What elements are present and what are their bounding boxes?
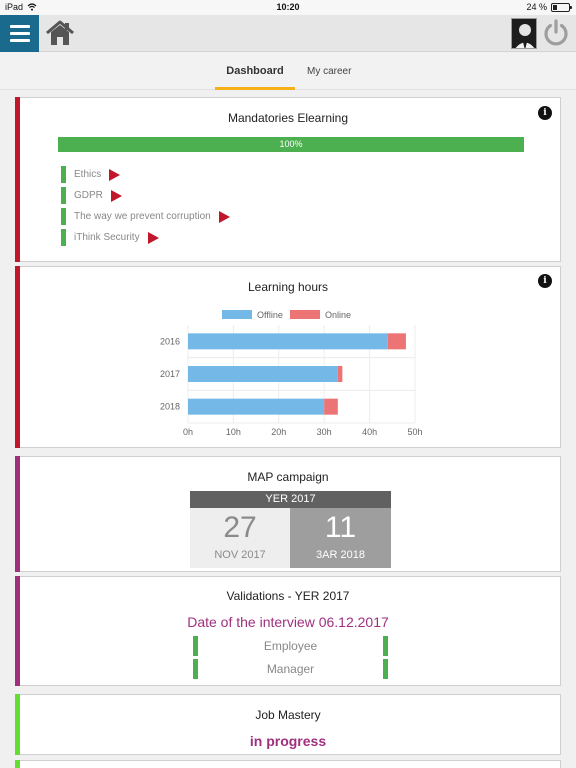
end-day: 11 [324, 511, 357, 544]
validation-row-employee: Employee [193, 636, 388, 656]
app-header [0, 15, 576, 52]
legend-label: Offline [257, 310, 283, 320]
validation-row-manager: Manager [193, 659, 388, 679]
validations-card: Validations - YER 2017 Date of the inter… [15, 576, 561, 686]
learning-hours-chart: Offline Online 0h 10h 20h 30h 40h 50h 2016 2017 20… [160, 310, 423, 437]
campaign-year-header: YER 2017 [190, 491, 391, 508]
course-item[interactable]: iThink Security [61, 229, 159, 246]
course-item[interactable]: The way we prevent corruption [61, 208, 230, 225]
bar-offline [188, 366, 338, 382]
course-label: iThink Security [74, 232, 140, 243]
course-status-bar [61, 166, 66, 183]
start-month: NOV 2017 [214, 549, 266, 561]
next-card [15, 760, 561, 768]
power-icon[interactable] [542, 19, 570, 47]
elearning-title: Mandatories Elearning [227, 111, 349, 125]
hamburger-line [9, 39, 30, 42]
validation-status-bar [383, 659, 388, 679]
card-accent [15, 760, 20, 768]
play-icon[interactable] [109, 168, 121, 181]
status-right: 24 % [526, 2, 572, 12]
tab-dashboard[interactable]: Dashboard [226, 65, 284, 77]
learning-hours-card: Learning hours i Offline Online 0h 10h 20h 30… [15, 266, 561, 448]
elearning-progress-bar: 100% [58, 137, 524, 152]
job-mastery-status: in progress [249, 733, 327, 749]
x-tick-label: 10h [226, 427, 241, 437]
start-day: 27 [223, 511, 257, 544]
info-icon[interactable]: i [538, 274, 552, 288]
bar-online [337, 366, 343, 382]
map-campaign-card: MAP campaign YER 2017 27 NOV 2017 11 3AR… [15, 456, 561, 572]
x-tick-label: 30h [317, 427, 332, 437]
validation-status-bar [383, 636, 388, 656]
device-name: iPad [5, 2, 24, 12]
card-accent [15, 266, 20, 448]
progress-fill [58, 137, 524, 152]
card-accent [15, 576, 20, 686]
home-icon[interactable] [46, 20, 74, 46]
card-accent [15, 456, 20, 572]
user-photo-icon [512, 19, 536, 48]
clock: 10:20 [276, 2, 300, 12]
status-bar: iPad 10:20 24 % [0, 0, 576, 15]
card-accent [15, 97, 20, 262]
bar-online [324, 398, 338, 415]
battery-icon [551, 2, 572, 12]
menu-button[interactable] [0, 15, 39, 52]
legend-label: Online [325, 310, 351, 320]
bar-offline [188, 398, 325, 415]
course-label: The way we prevent corruption [74, 211, 211, 222]
x-tick-label: 0h [183, 427, 193, 437]
course-status-bar [61, 229, 66, 246]
course-item[interactable]: Ethics [61, 166, 121, 183]
validation-status-bar [193, 659, 198, 679]
avatar[interactable] [511, 18, 537, 49]
end-month: 3AR 2018 [316, 549, 365, 561]
bar-offline [188, 333, 388, 350]
campaign-end-date: 11 3AR 2018 [290, 508, 391, 568]
wifi-icon [27, 3, 37, 11]
hamburger-line [9, 32, 30, 35]
job-mastery-title: Job Mastery [255, 708, 321, 722]
y-tick-label: 2017 [160, 369, 180, 379]
battery-level [553, 4, 558, 10]
card-accent [15, 694, 20, 755]
y-tick-label: 2016 [160, 336, 180, 346]
interview-date: Date of the interview 06.12.2017 [187, 614, 389, 630]
status-left: iPad [5, 2, 37, 12]
campaign-start-date: 27 NOV 2017 [190, 508, 290, 568]
course-status-bar [61, 187, 66, 204]
play-icon[interactable] [218, 210, 230, 223]
y-tick-label: 2018 [160, 402, 180, 412]
validation-label: Employee [263, 639, 318, 653]
course-label: Ethics [74, 169, 102, 180]
x-tick-label: 20h [271, 427, 286, 437]
play-icon[interactable] [147, 231, 159, 244]
play-icon[interactable] [110, 189, 122, 202]
job-mastery-card: Job Mastery in progress [15, 694, 561, 755]
elearning-card: Mandatories Elearning i 100% Ethics GDPR… [15, 97, 561, 262]
legend-swatch [290, 310, 320, 319]
validation-label: Manager [266, 662, 315, 676]
tab-bar: Dashboard My career [0, 53, 576, 90]
legend-swatch [222, 310, 252, 319]
map-campaign-title: MAP campaign [247, 470, 329, 484]
info-icon[interactable]: i [538, 106, 552, 120]
bar-online [387, 333, 406, 350]
course-status-bar [61, 208, 66, 225]
course-label: GDPR [74, 190, 103, 201]
x-tick-label: 40h [362, 427, 377, 437]
course-item[interactable]: GDPR [61, 187, 122, 204]
hamburger-line [9, 25, 30, 28]
battery-percent: 24 % [526, 2, 547, 12]
validation-status-bar [193, 636, 198, 656]
validations-title: Validations - YER 2017 [226, 589, 350, 603]
active-tab-indicator [215, 87, 295, 90]
learning-hours-title: Learning hours [247, 280, 329, 294]
x-tick-label: 50h [407, 427, 422, 437]
tab-my-career[interactable]: My career [307, 66, 352, 77]
progress-label: 100% [279, 139, 303, 149]
